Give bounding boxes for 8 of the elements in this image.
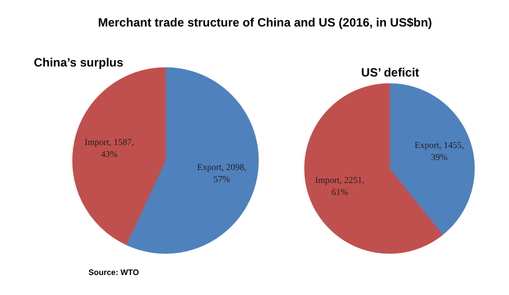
slice-label: Export, 2098, 57% [197, 162, 246, 184]
slice-label: Import, 1587, 43% [84, 137, 134, 160]
chart-subtitle: US’ deficit [361, 66, 420, 80]
chart-title: Merchant trade structure of China and US (2016, in US$bn) [98, 16, 432, 30]
chart-subtitle: China’s surplus [34, 56, 124, 70]
slice-label: Export, 1455, 39% [414, 140, 464, 162]
source-note: Source: WTO [88, 268, 140, 277]
slice-label: Import, 2251, 61% [315, 174, 364, 197]
